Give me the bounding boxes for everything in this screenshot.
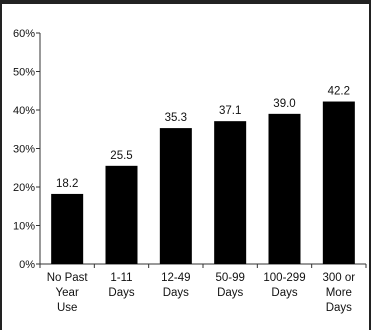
y-tick-labels: 0% 10% 20% 30% 40% 50% 60% bbox=[13, 28, 35, 271]
bar bbox=[269, 114, 301, 264]
y-tick-label: 10% bbox=[13, 221, 35, 233]
y-tick-label: 40% bbox=[13, 105, 35, 117]
value-labels: 18.2 25.5 35.3 37.1 39.0 42.2 bbox=[56, 86, 350, 190]
y-tick-label: 20% bbox=[13, 182, 35, 194]
data-label: 37.1 bbox=[219, 105, 241, 117]
y-tick-label: 0% bbox=[19, 259, 35, 271]
x-tick-label: 1-11 Days bbox=[108, 272, 134, 299]
bar bbox=[106, 166, 138, 264]
data-label: 42.2 bbox=[328, 86, 350, 98]
bars bbox=[51, 102, 355, 264]
x-tick-label: 12-49 Days bbox=[161, 272, 190, 299]
data-label: 18.2 bbox=[56, 178, 78, 190]
y-tick-label: 50% bbox=[13, 67, 35, 79]
category-labels: No Past Year Use 1-11 Days 12-49 Days 50-99 Days… bbox=[47, 272, 356, 314]
bar bbox=[51, 194, 83, 264]
data-label: 39.0 bbox=[273, 98, 295, 110]
x-tick-label: 300 or More Days bbox=[323, 272, 356, 314]
x-tick-label: No Past Year Use bbox=[47, 272, 89, 314]
data-label: 25.5 bbox=[110, 150, 132, 162]
bar bbox=[323, 102, 355, 264]
data-label: 35.3 bbox=[165, 112, 187, 124]
y-tick-label: 30% bbox=[13, 144, 35, 156]
x-tick-label: 100-299 Days bbox=[263, 272, 305, 299]
bar bbox=[160, 128, 192, 264]
bar bbox=[214, 121, 246, 264]
y-tick-label: 60% bbox=[13, 28, 35, 40]
axes bbox=[36, 33, 366, 268]
x-tick-label: 50-99 Days bbox=[215, 272, 244, 299]
